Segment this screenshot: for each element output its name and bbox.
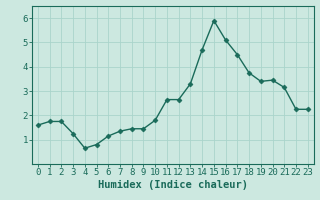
- X-axis label: Humidex (Indice chaleur): Humidex (Indice chaleur): [98, 180, 248, 190]
